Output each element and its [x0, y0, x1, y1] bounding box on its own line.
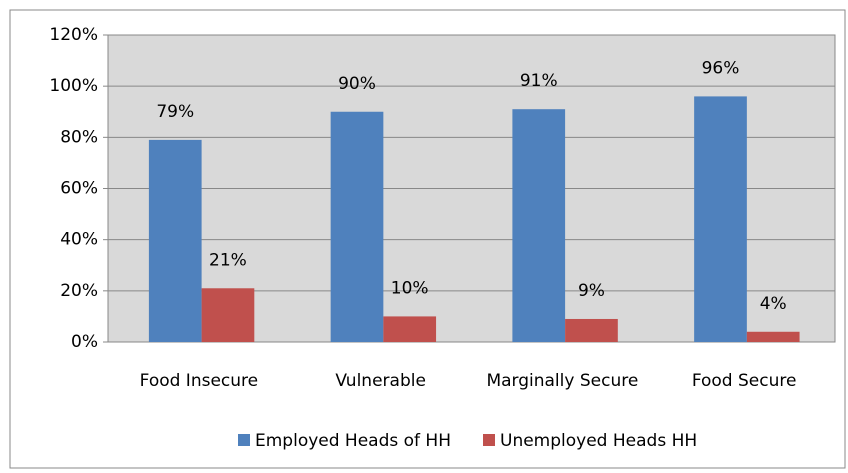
legend-label: Employed Heads of HH [255, 431, 451, 451]
bar [201, 288, 255, 342]
bar [565, 318, 618, 342]
data-label: 96% [702, 58, 740, 78]
x-tick-label: Vulnerable [335, 371, 426, 391]
x-tick-label: Food Insecure [140, 371, 258, 391]
data-label: 21% [209, 250, 247, 270]
legend-label: Unemployed Heads HH [500, 431, 697, 451]
y-tick-label: 20% [60, 281, 98, 301]
x-tick-label: Food Secure [692, 371, 797, 391]
bar [694, 96, 747, 343]
data-label: 4% [760, 294, 787, 314]
y-tick-label: 40% [60, 230, 98, 250]
legend-swatch [483, 434, 495, 446]
y-tick-label: 80% [60, 127, 98, 147]
y-tick-label: 100% [49, 76, 98, 96]
bar [746, 331, 800, 342]
data-label: 10% [391, 278, 429, 298]
y-tick-label: 120% [49, 25, 98, 45]
y-tick-label: 60% [60, 179, 98, 199]
bar [148, 139, 202, 342]
x-tick-label: Marginally Secure [486, 371, 638, 391]
data-label: 9% [578, 281, 605, 301]
data-label: 90% [338, 74, 376, 94]
data-label: 79% [156, 102, 194, 122]
legend-swatch [238, 434, 250, 446]
y-tick-label: 0% [71, 332, 98, 352]
bar [383, 316, 437, 342]
data-label: 91% [520, 71, 558, 91]
bar [512, 109, 566, 342]
bar [330, 111, 384, 342]
